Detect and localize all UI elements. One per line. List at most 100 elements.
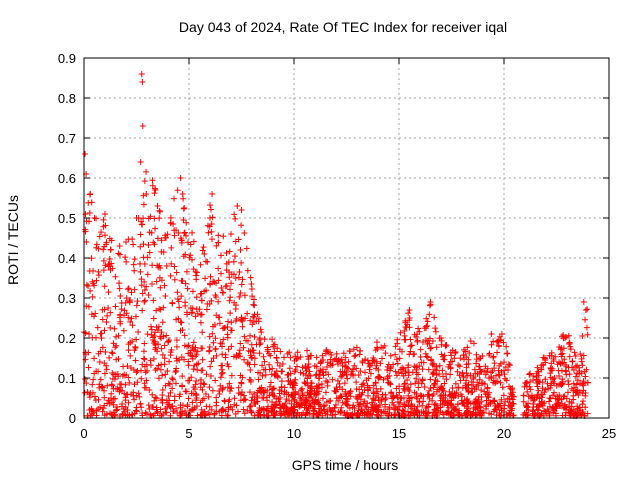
data-point <box>199 345 206 352</box>
data-point <box>104 312 111 319</box>
data-point <box>423 315 430 322</box>
data-point <box>303 367 310 374</box>
data-point <box>216 320 223 327</box>
data-point <box>375 397 382 404</box>
data-point <box>423 323 430 330</box>
data-point <box>91 370 98 377</box>
data-point <box>197 380 204 387</box>
data-point <box>83 281 90 288</box>
data-point <box>279 368 286 375</box>
data-point <box>558 396 565 403</box>
y-tick-label: 0.3 <box>58 291 76 306</box>
data-point <box>82 226 89 233</box>
data-point <box>572 373 579 380</box>
data-point <box>532 410 539 417</box>
data-point <box>535 387 542 394</box>
data-point <box>354 395 361 402</box>
data-point <box>347 412 354 419</box>
data-point <box>580 352 587 359</box>
data-point <box>153 395 160 402</box>
data-point <box>219 406 226 413</box>
data-point <box>226 388 233 395</box>
data-point <box>143 283 150 290</box>
data-point <box>304 364 311 371</box>
data-point <box>339 399 346 406</box>
data-point <box>564 389 571 396</box>
data-point <box>205 229 212 236</box>
data-point <box>414 363 421 370</box>
data-point <box>277 348 284 355</box>
data-point <box>526 371 533 378</box>
data-point <box>307 372 314 379</box>
data-point <box>117 320 124 327</box>
data-point <box>429 371 436 378</box>
data-point <box>269 365 276 372</box>
data-point <box>387 380 394 387</box>
data-point-peak <box>91 215 98 221</box>
data-point <box>579 381 586 388</box>
data-point <box>392 411 399 418</box>
data-point <box>430 360 437 367</box>
data-point <box>334 358 341 365</box>
data-point <box>438 341 445 348</box>
data-point <box>167 389 174 396</box>
data-point <box>158 329 165 336</box>
data-point <box>235 390 242 397</box>
data-point <box>478 393 485 400</box>
data-point <box>476 403 483 410</box>
data-point <box>575 392 582 399</box>
data-point <box>182 280 189 287</box>
data-point <box>566 340 573 347</box>
data-point <box>218 284 225 291</box>
data-point <box>152 225 159 232</box>
data-point <box>182 299 189 306</box>
data-point <box>353 344 360 351</box>
data-point <box>99 408 106 415</box>
data-point <box>402 317 409 324</box>
data-point <box>264 346 271 353</box>
data-point <box>236 269 243 276</box>
data-point <box>294 355 301 362</box>
data-point <box>136 393 143 400</box>
data-point <box>520 398 527 405</box>
data-point <box>158 335 165 342</box>
data-point <box>370 395 377 402</box>
data-point <box>553 401 560 408</box>
data-point <box>450 403 457 410</box>
data-point <box>190 238 197 245</box>
data-point <box>403 324 410 331</box>
data-point <box>219 369 226 376</box>
data-point <box>102 222 109 229</box>
data-point <box>367 370 374 377</box>
data-point <box>484 393 491 400</box>
data-point <box>164 399 171 406</box>
data-point <box>251 333 258 340</box>
data-point <box>166 358 173 365</box>
data-point <box>207 273 214 280</box>
data-point <box>127 352 134 359</box>
data-point <box>85 282 92 289</box>
data-point <box>110 401 117 408</box>
data-point <box>539 391 546 398</box>
data-point <box>381 342 388 349</box>
data-point <box>274 345 281 352</box>
data-point <box>153 404 160 411</box>
data-point <box>265 408 272 415</box>
data-point <box>360 400 367 407</box>
data-point <box>149 262 156 269</box>
data-point <box>180 253 187 260</box>
data-point <box>120 363 127 370</box>
data-point <box>290 384 297 391</box>
data-point <box>574 409 581 416</box>
data-point <box>345 358 352 365</box>
data-point <box>490 338 497 345</box>
data-point <box>138 221 145 228</box>
data-point <box>565 332 572 339</box>
data-point <box>185 362 192 369</box>
data-point <box>417 392 424 399</box>
data-point <box>239 374 246 381</box>
data-point <box>552 395 559 402</box>
data-point <box>168 403 175 410</box>
data-point <box>151 333 158 340</box>
data-point <box>90 376 97 383</box>
